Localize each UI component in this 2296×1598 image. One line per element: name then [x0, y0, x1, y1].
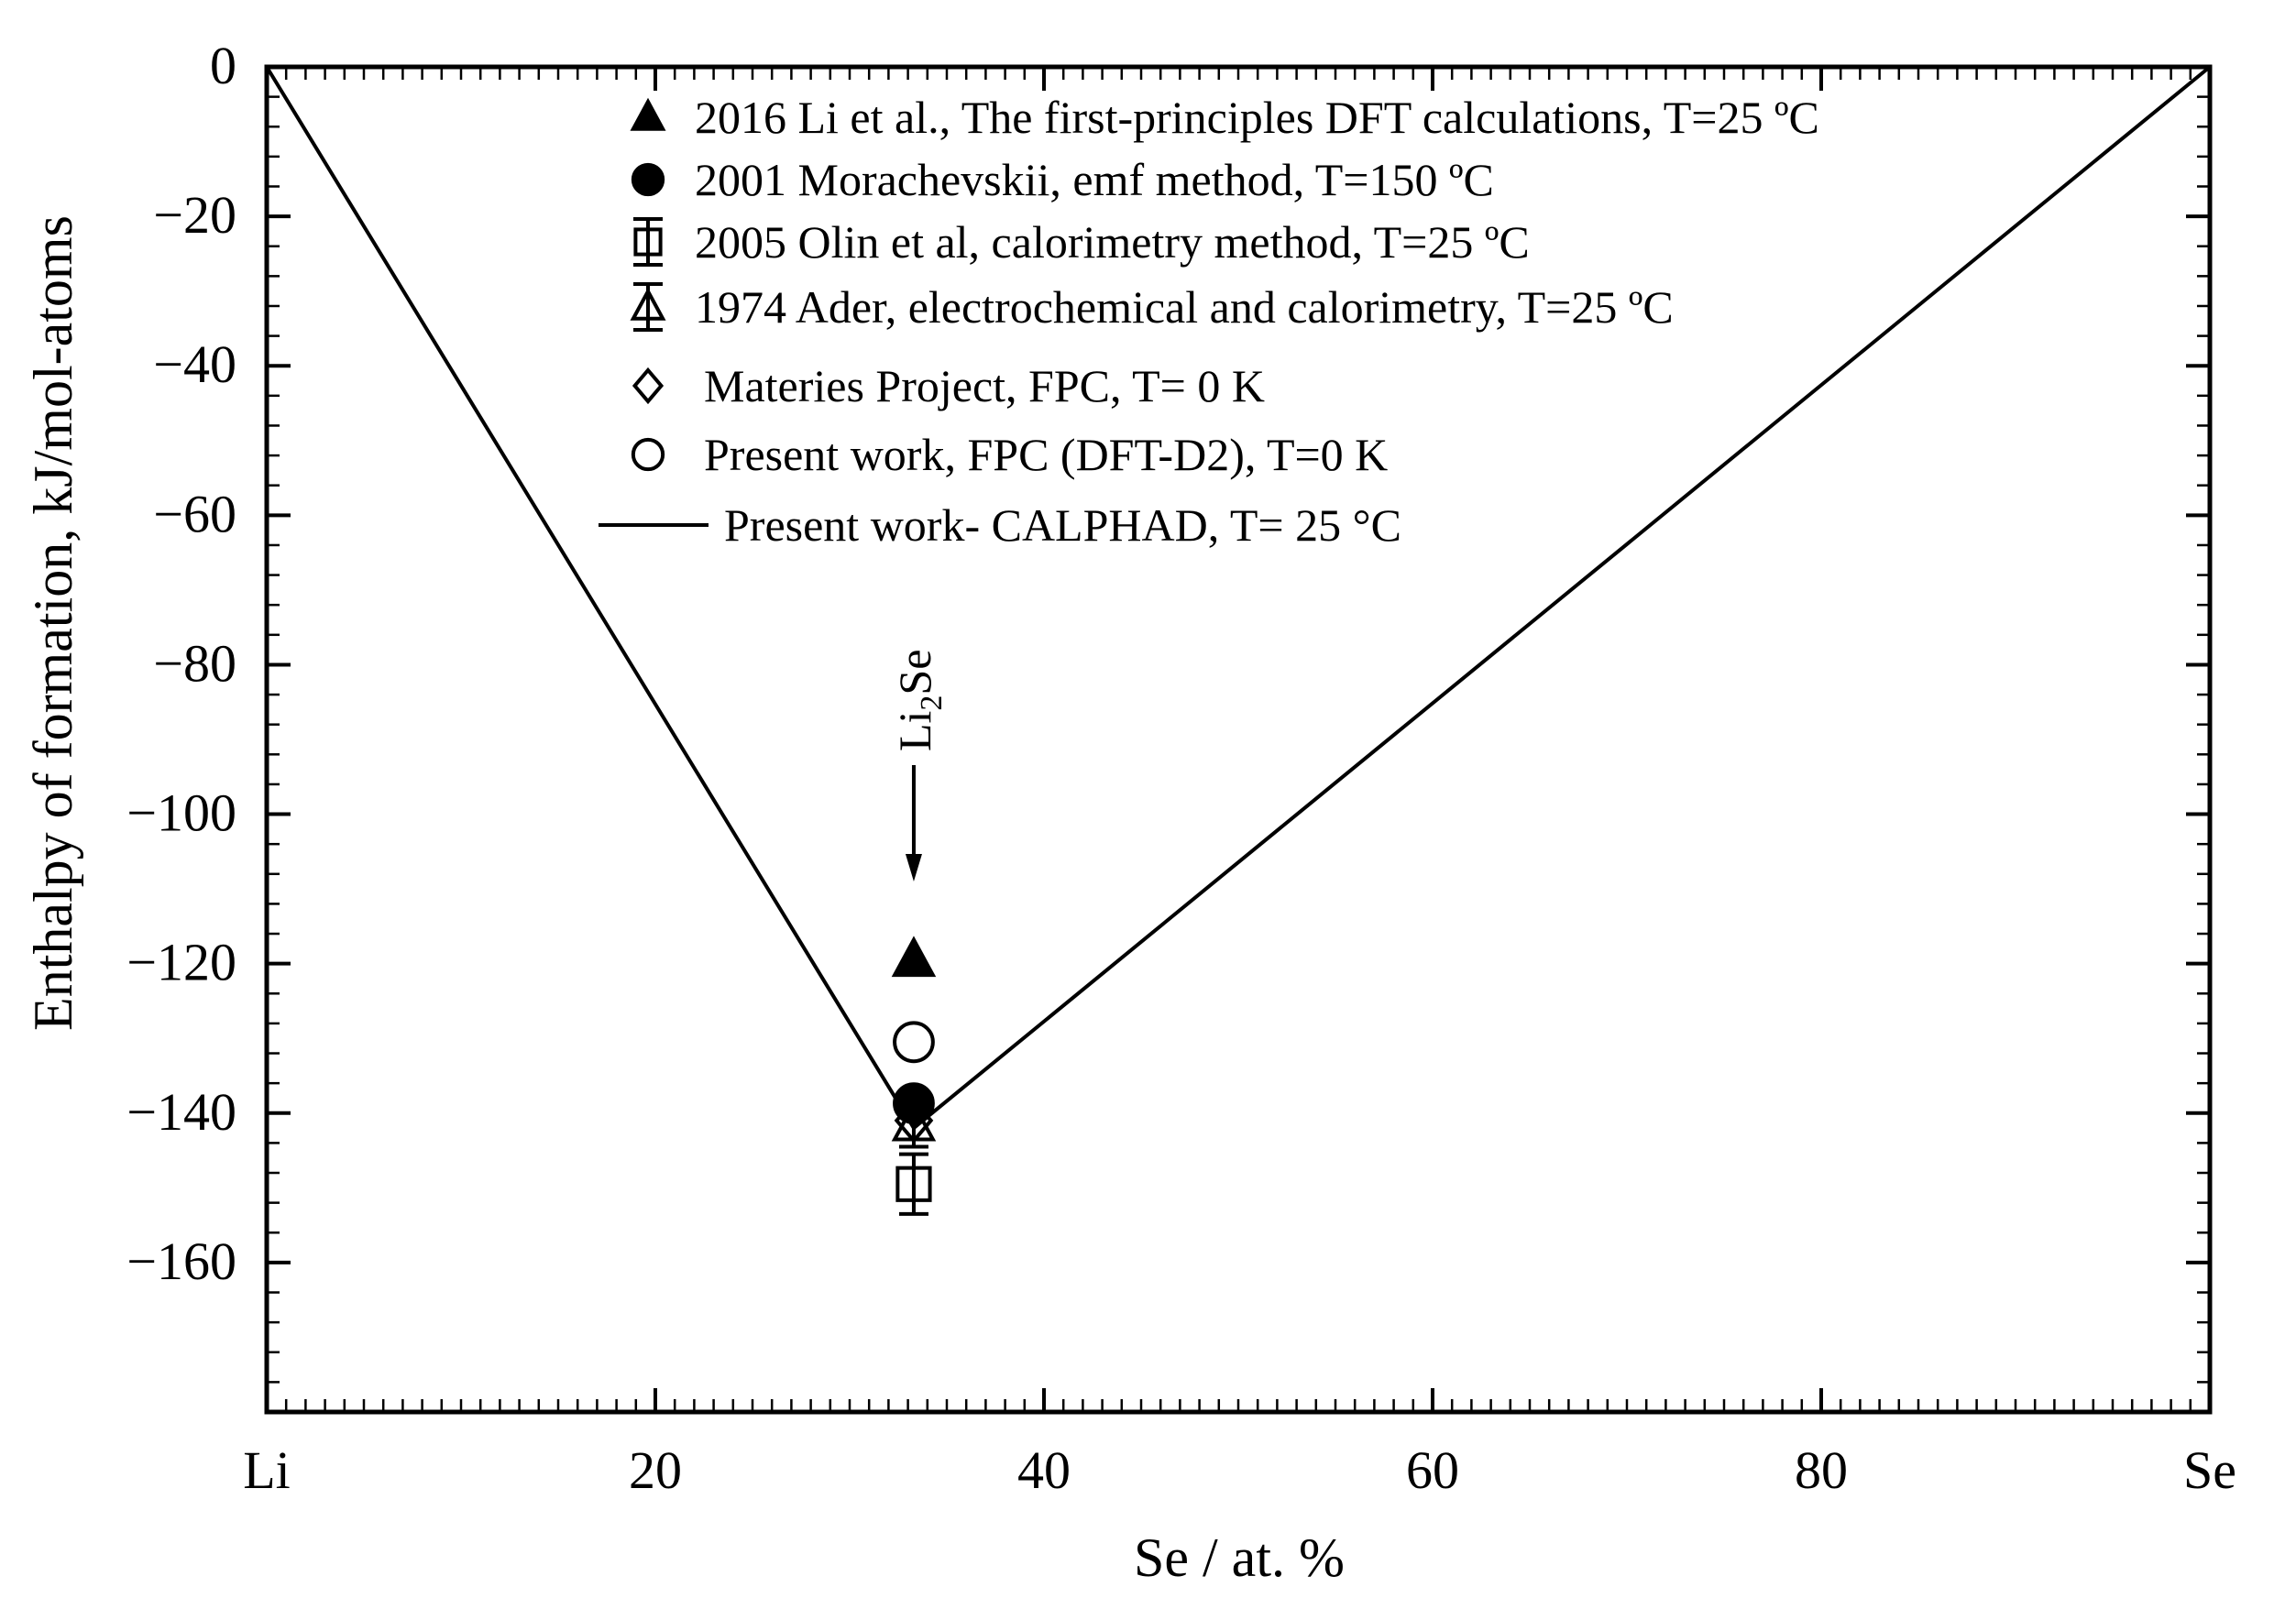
legend-marker	[632, 367, 665, 405]
legend-marker	[631, 437, 665, 472]
data-point-diamond-open	[894, 1097, 934, 1144]
x-tick-label: 20	[629, 1440, 682, 1500]
legend-label: 2016 Li et al., The first-principles DFT…	[695, 92, 1819, 143]
legend-label: 2001 Morachevskii, emf method, T=150 ºC	[695, 154, 1494, 205]
x-tick-label: Li	[243, 1440, 291, 1500]
legend-label: 1974 Ader, electrochemical and calorimet…	[695, 281, 1674, 333]
data-point-triangle-filled	[891, 936, 937, 978]
legend-label: 2005 Olin et al, calorimetry method, T=2…	[695, 216, 1530, 268]
legend-label: Present work- CALPHAD, T= 25 °C	[724, 499, 1401, 551]
annotation-label: Li2Se	[889, 650, 949, 751]
series	[265, 65, 2212, 1216]
legend-marker	[633, 227, 663, 257]
annotation: Li2Se	[889, 650, 949, 881]
legend-marker	[630, 97, 666, 131]
y-tick-label: −20	[153, 185, 236, 245]
y-tick-label: −160	[126, 1231, 236, 1291]
y-tick-label: −100	[126, 783, 236, 843]
y-tick-label: 0	[210, 36, 236, 95]
y-tick-label: −120	[126, 933, 236, 992]
legend-marker	[630, 287, 666, 321]
annotation-arrow-head	[905, 853, 922, 881]
plot-frame	[264, 64, 2213, 1415]
data-point-circle-open	[893, 1021, 935, 1064]
data-point-square-open	[895, 1166, 932, 1202]
legend: 2016 Li et al., The first-principles DFT…	[599, 92, 1819, 551]
legend-label: Present work, FPC (DFT-D2), T=0 K	[704, 429, 1388, 480]
x-tick-label: 80	[1795, 1440, 1848, 1500]
x-tick-label: 60	[1406, 1440, 1459, 1500]
x-tick-label: 40	[1017, 1440, 1071, 1500]
y-tick-label: −40	[153, 334, 236, 394]
axes	[264, 64, 2213, 1415]
y-tick-label: −60	[153, 484, 236, 543]
x-axis-title: Se / at. %	[1134, 1527, 1345, 1588]
y-tick-label: −140	[126, 1082, 236, 1142]
y-tick-label: −80	[153, 633, 236, 693]
y-axis-title: Enthalpy of formation, kJ/mol-atoms	[23, 215, 83, 1031]
legend-marker	[631, 162, 665, 197]
legend-label: Materies Project, FPC, T= 0 K	[704, 360, 1265, 411]
ticks: Li 20 40 60 80 Se 0 −20 −40 −60 −80 −100 −120 −140 −16…	[126, 36, 2236, 1500]
x-tick-label: Se	[2183, 1440, 2236, 1500]
